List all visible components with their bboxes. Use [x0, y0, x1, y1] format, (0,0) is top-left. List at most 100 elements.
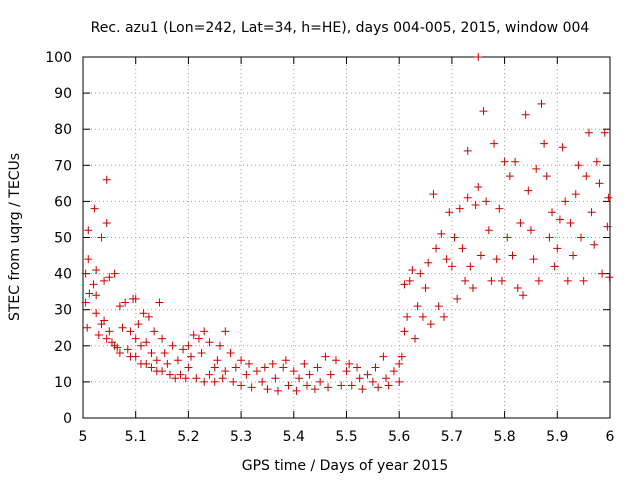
y-tick-label: 0 — [63, 411, 72, 427]
data-point — [416, 269, 425, 278]
data-point — [216, 341, 225, 350]
data-point — [118, 323, 127, 332]
data-point — [205, 338, 214, 347]
data-point — [210, 363, 219, 372]
data-point — [421, 284, 430, 293]
data-point — [121, 298, 130, 307]
data-point — [524, 186, 533, 195]
data-point — [147, 349, 156, 358]
data-point — [495, 204, 504, 213]
data-point — [142, 359, 151, 368]
data-point — [355, 374, 364, 383]
data-point — [437, 229, 446, 238]
data-point — [542, 172, 551, 181]
data-point — [92, 309, 101, 318]
data-point — [474, 53, 483, 61]
data-point — [292, 386, 301, 395]
x-tick-label: 5.4 — [283, 429, 305, 445]
data-point — [592, 157, 601, 166]
x-tick-label: 5.1 — [125, 429, 147, 445]
data-point — [442, 255, 451, 264]
data-point — [577, 233, 586, 242]
x-tick-label: 5.6 — [388, 429, 410, 445]
data-point — [411, 334, 420, 343]
data-point — [534, 276, 543, 285]
data-point — [194, 334, 203, 343]
data-point — [192, 374, 201, 383]
data-point — [463, 146, 472, 155]
data-point — [529, 255, 538, 264]
data-point — [400, 327, 409, 336]
data-point — [571, 190, 580, 199]
data-point — [197, 349, 206, 358]
data-point — [347, 381, 356, 390]
x-tick-label: 5.5 — [335, 429, 357, 445]
data-point — [368, 377, 377, 386]
data-point — [331, 356, 340, 365]
data-point — [337, 381, 346, 390]
data-point — [590, 240, 599, 249]
data-point — [579, 276, 588, 285]
data-point — [563, 276, 572, 285]
data-point — [176, 370, 185, 379]
data-point — [371, 363, 380, 372]
data-point — [85, 289, 94, 298]
data-point — [90, 204, 99, 213]
data-point — [434, 302, 443, 311]
data-point — [447, 262, 456, 271]
data-point — [555, 215, 564, 224]
axis-ticks: 5 5.1 5.2 5.3 5.4 5.5 5.6 5.7 5.8 5.9 601020304050… — [45, 50, 614, 445]
data-point — [508, 251, 517, 260]
data-point — [439, 312, 448, 321]
data-point — [83, 323, 92, 332]
data-point — [313, 363, 322, 372]
data-point — [479, 107, 488, 116]
data-point — [92, 265, 101, 274]
data-point — [84, 226, 93, 235]
data-point — [466, 262, 475, 271]
data-point — [353, 363, 362, 372]
data-point — [526, 226, 535, 235]
data-point — [505, 172, 514, 181]
data-point — [184, 363, 193, 372]
data-point — [210, 377, 219, 386]
data-point — [500, 157, 509, 166]
data-point — [147, 363, 156, 372]
y-tick-label: 10 — [54, 375, 72, 391]
data-point — [158, 367, 167, 376]
data-point — [100, 316, 109, 325]
y-axis-label: STEC from uqrg / TECUs — [7, 153, 23, 321]
data-point — [490, 139, 499, 148]
data-point — [92, 291, 101, 300]
data-point — [463, 193, 472, 202]
data-point — [532, 164, 541, 173]
data-point — [237, 381, 246, 390]
x-tick-label: 5.2 — [177, 429, 199, 445]
data-point — [342, 367, 351, 376]
data-point — [258, 377, 267, 386]
data-point — [113, 343, 122, 352]
data-point — [584, 128, 593, 137]
data-point — [284, 381, 293, 390]
data-point — [600, 128, 609, 137]
data-point — [165, 370, 174, 379]
data-point — [574, 161, 583, 170]
x-tick-label: 5.9 — [546, 429, 568, 445]
data-point — [461, 276, 470, 285]
data-point — [263, 385, 272, 394]
data-point — [221, 327, 230, 336]
data-point — [218, 374, 227, 383]
data-point — [316, 377, 325, 386]
data-point — [237, 356, 246, 365]
data-point — [152, 356, 161, 365]
data-point — [426, 320, 435, 329]
y-tick-label: 50 — [54, 231, 72, 247]
data-point — [540, 139, 549, 148]
data-point — [605, 273, 614, 282]
data-point — [358, 385, 367, 394]
data-point — [521, 110, 530, 119]
data-point — [400, 280, 409, 289]
data-point — [273, 386, 282, 395]
data-point — [511, 157, 520, 166]
data-point — [519, 291, 528, 300]
